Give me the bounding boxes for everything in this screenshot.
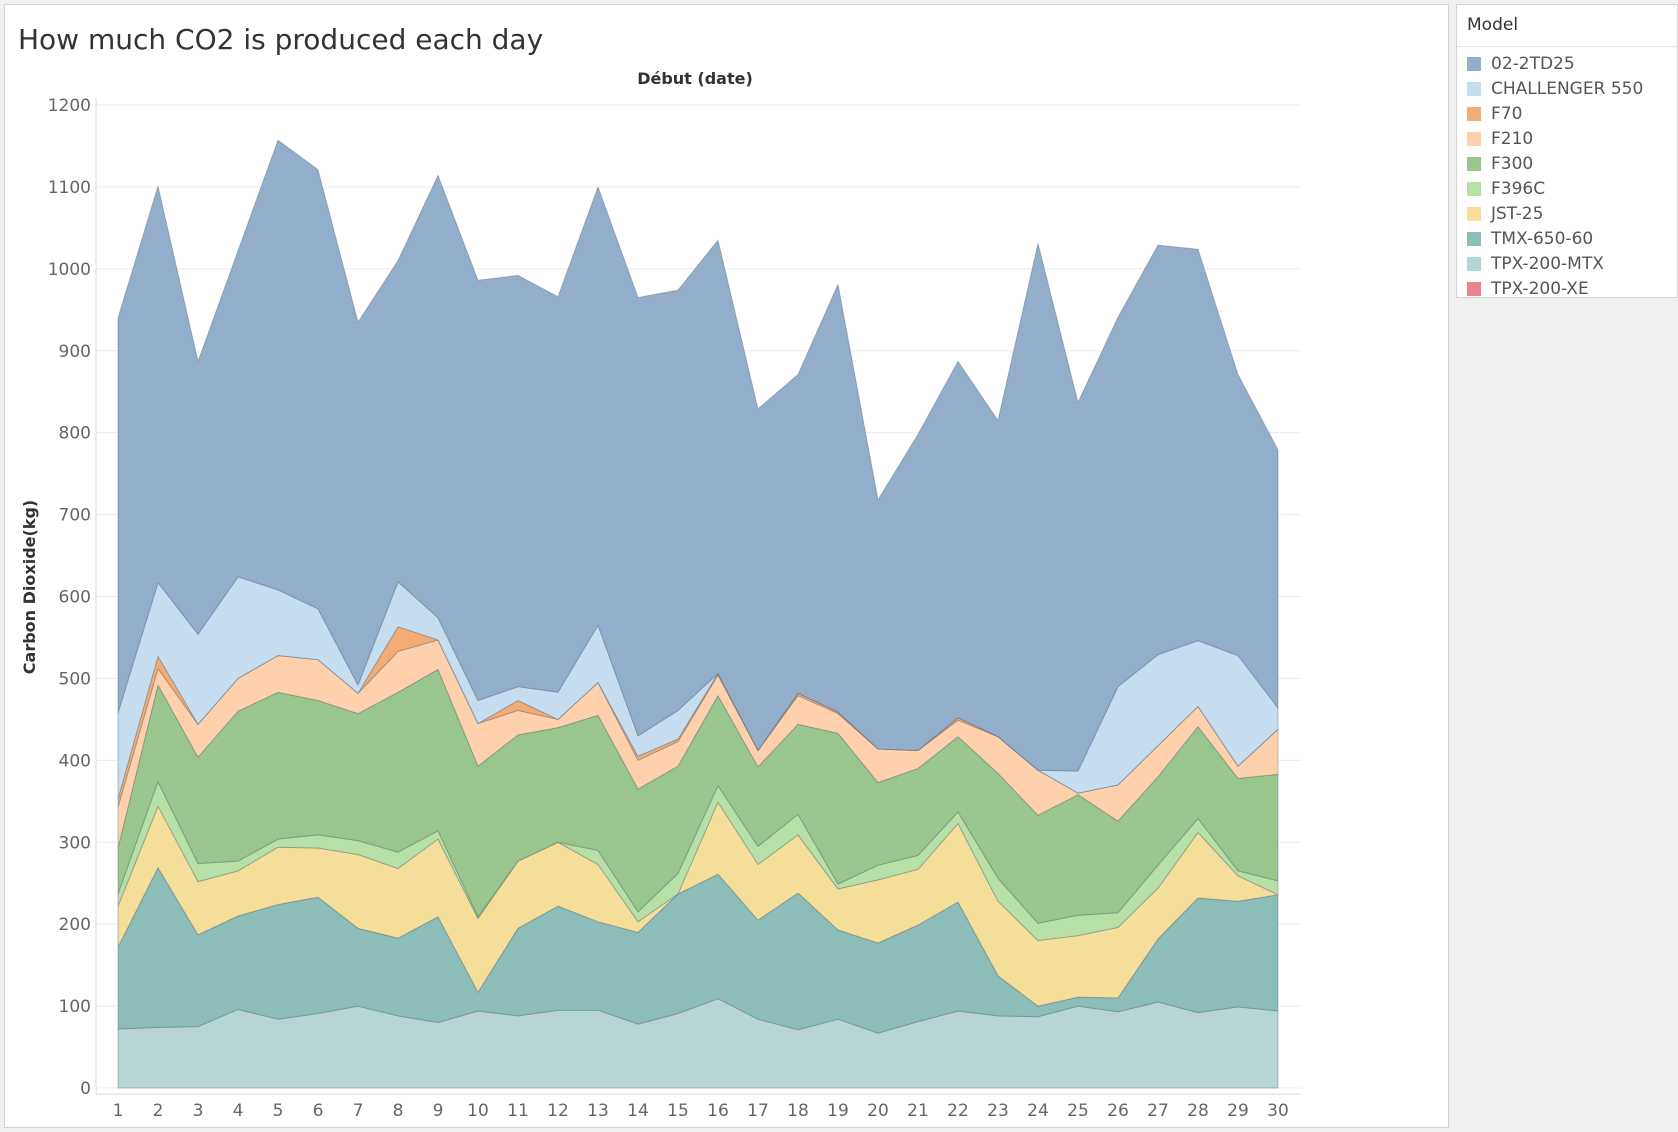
legend-label: F300 — [1491, 153, 1534, 174]
legend-label: 02-2TD25 — [1491, 53, 1575, 74]
y-tick-label: 1000 — [48, 260, 91, 280]
x-tick-label: 6 — [313, 1101, 324, 1121]
legend-swatch — [1467, 106, 1481, 121]
area-series-group — [117, 139, 1279, 1089]
x-tick-label: 22 — [947, 1101, 969, 1121]
x-tick-label: 7 — [353, 1101, 364, 1121]
x-tick-label: 5 — [273, 1101, 284, 1121]
area-jst-25 — [117, 801, 1279, 1007]
top-axis-label: Début (date) — [637, 69, 753, 88]
y-tick-label: 1100 — [48, 178, 91, 198]
x-tick-label: 19 — [827, 1101, 849, 1121]
x-tick-label: 9 — [433, 1101, 444, 1121]
legend-item[interactable]: TPX-200-MTX — [1467, 251, 1643, 276]
legend-list: 02-2TD25 CHALLENGER 550 F70 F210 F300 F396C JS… — [1467, 51, 1643, 301]
y-tick-label: 1200 — [48, 96, 91, 116]
y-tick-label: 700 — [59, 506, 91, 526]
legend-swatch — [1467, 156, 1481, 171]
legend-label: TMX-650-60 — [1491, 228, 1594, 249]
x-tick-label: 4 — [233, 1101, 244, 1121]
legend-label: CHALLENGER 550 — [1491, 78, 1644, 99]
x-tick-label: 29 — [1227, 1101, 1249, 1121]
legend-swatch — [1467, 281, 1481, 296]
legend: Model 02-2TD25 CHALLENGER 550 F70 F210 F300 F… — [1456, 4, 1678, 301]
x-tick-label: 18 — [787, 1101, 809, 1121]
y-tick-label: 0 — [80, 1079, 91, 1099]
legend-label: JST-25 — [1491, 203, 1544, 224]
legend-title: Model — [1467, 15, 1519, 35]
legend-item[interactable]: JST-25 — [1467, 201, 1643, 226]
legend-label: TPX-200-XE — [1491, 278, 1589, 299]
x-tick-label: 2 — [153, 1101, 164, 1121]
y-tick-label: 500 — [59, 669, 91, 689]
x-tick-label: 28 — [1187, 1101, 1209, 1121]
x-tick-label: 1 — [113, 1101, 124, 1121]
legend-swatch — [1467, 81, 1481, 96]
legend-item[interactable]: F300 — [1467, 151, 1643, 176]
y-axis-label: Carbon Dioxide(kg) — [20, 500, 39, 674]
x-tick-label: 14 — [627, 1101, 649, 1121]
x-tick-label: 26 — [1107, 1101, 1129, 1121]
legend-swatch — [1467, 56, 1481, 71]
x-tick-label: 16 — [707, 1101, 729, 1121]
x-tick-label: 24 — [1027, 1101, 1049, 1121]
x-tick-label: 17 — [747, 1101, 769, 1121]
y-tick-label: 200 — [59, 915, 91, 935]
legend-swatch — [1467, 181, 1481, 196]
x-tick-label: 15 — [667, 1101, 689, 1121]
y-tick-label: 800 — [59, 424, 91, 444]
chart-pane: How much CO2 is produced each day Début … — [4, 4, 1449, 1128]
x-tick-label: 10 — [467, 1101, 489, 1121]
legend-label: F396C — [1491, 178, 1546, 199]
chart-title: How much CO2 is produced each day — [18, 23, 544, 56]
legend-label: F210 — [1491, 128, 1534, 149]
legend-swatch — [1467, 206, 1481, 221]
legend-divider — [1457, 46, 1677, 47]
legend-swatch — [1467, 256, 1481, 271]
legend-item[interactable]: F210 — [1467, 126, 1643, 151]
legend-label: F70 — [1491, 103, 1523, 124]
x-tick-label: 8 — [393, 1101, 404, 1121]
x-tick-label: 20 — [867, 1101, 889, 1121]
area-02-2td25 — [117, 139, 1279, 772]
legend-label: TPX-200-MTX — [1491, 253, 1604, 274]
y-tick-label: 300 — [59, 833, 91, 853]
legend-item[interactable]: CHALLENGER 550 — [1467, 76, 1643, 101]
stacked-area-chart: Début (date) Carbon Dioxide(kg) 0 100 200 3… — [20, 69, 1301, 1121]
x-tick-label: 3 — [193, 1101, 204, 1121]
x-tick-label: 21 — [907, 1101, 929, 1121]
x-tick-label: 11 — [507, 1101, 529, 1121]
legend-swatch — [1467, 231, 1481, 246]
x-tick-label: 12 — [547, 1101, 569, 1121]
legend-item[interactable]: F70 — [1467, 101, 1643, 126]
y-tick-label: 400 — [59, 751, 91, 771]
axes: 0 100 200 300 400 500 600 700 800 900 1000 1100 1200… — [48, 96, 1301, 1121]
legend-item[interactable]: TPX-200-XE — [1467, 276, 1643, 301]
y-tick-label: 100 — [59, 997, 91, 1017]
y-tick-label: 600 — [59, 588, 91, 608]
legend-item[interactable]: F396C — [1467, 176, 1643, 201]
legend-item[interactable]: 02-2TD25 — [1467, 51, 1643, 76]
x-tick-label: 13 — [587, 1101, 609, 1121]
x-tick-label: 30 — [1267, 1101, 1289, 1121]
x-tick-label: 25 — [1067, 1101, 1089, 1121]
y-tick-label: 900 — [59, 342, 91, 362]
x-tick-label: 27 — [1147, 1101, 1169, 1121]
legend-swatch — [1467, 131, 1481, 146]
x-tick-label: 23 — [987, 1101, 1009, 1121]
legend-item[interactable]: TMX-650-60 — [1467, 226, 1643, 251]
